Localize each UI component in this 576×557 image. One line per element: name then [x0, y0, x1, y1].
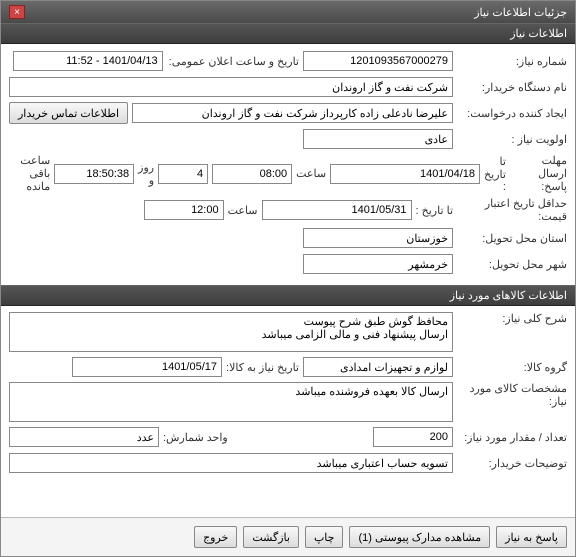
window-title: جزئیات اطلاعات نیاز — [474, 6, 567, 19]
creator-field[interactable] — [132, 103, 453, 123]
buyer-contact-button[interactable]: اطلاعات تماس خریدار — [9, 102, 128, 124]
desc-label: شرح کلی نیاز: — [457, 312, 567, 325]
city-field[interactable] — [303, 254, 453, 274]
spec-label: مشخصات کالای مورد نیاز: — [457, 382, 567, 408]
buyer-field[interactable] — [9, 77, 453, 97]
section-goods-info: اطلاعات کالاهای مورد نیاز — [1, 285, 575, 306]
need-form: شماره نیاز: تاریخ و ساعت اعلان عمومی: نا… — [1, 44, 575, 285]
deadline-to-label: تا تاریخ : — [484, 155, 506, 193]
details-window: جزئیات اطلاعات نیاز × اطلاعات نیاز شماره… — [0, 0, 576, 557]
need-number-field[interactable] — [303, 51, 453, 71]
titlebar: جزئیات اطلاعات نیاز × — [1, 1, 575, 23]
reply-button[interactable]: پاسخ به نیاز — [496, 526, 567, 548]
announce-label: تاریخ و ساعت اعلان عمومی: — [167, 55, 299, 68]
unit-field[interactable] — [9, 427, 159, 447]
section-need-info: اطلاعات نیاز — [1, 23, 575, 44]
days-remaining-field — [158, 164, 208, 184]
footer-toolbar: پاسخ به نیاز مشاهده مدارک پیوستی (1) چاپ… — [1, 517, 575, 556]
qty-field[interactable] — [373, 427, 453, 447]
group-label: گروه کالا: — [457, 361, 567, 374]
deadline-label: مهلت ارسال پاسخ: — [510, 154, 567, 193]
deadline-time-field[interactable] — [212, 164, 292, 184]
group-field[interactable] — [303, 357, 453, 377]
priority-field[interactable] — [303, 129, 453, 149]
buyer-label: نام دستگاه خریدار: — [457, 81, 567, 94]
days-and-label: روز و — [138, 161, 154, 187]
qty-label: تعداد / مقدار مورد نیاز: — [457, 431, 567, 444]
deadline-date-field[interactable] — [330, 164, 480, 184]
back-button[interactable]: بازگشت — [243, 526, 299, 548]
validity-label: حداقل تاریخ اعتبار قیمت: — [457, 197, 567, 223]
exit-button[interactable]: خروج — [194, 526, 237, 548]
print-button[interactable]: چاپ — [305, 526, 344, 548]
unit-label: واحد شمارش: — [163, 431, 228, 444]
desc-field[interactable] — [9, 312, 453, 352]
need-date-field[interactable] — [72, 357, 222, 377]
buyer-note-label: توضیحات خریدار: — [457, 457, 567, 470]
need-date-label: تاریخ نیاز به کالا: — [226, 361, 299, 374]
countdown-field — [54, 164, 134, 184]
goods-form: شرح کلی نیاز: گروه کالا: تاریخ نیاز به ک… — [1, 306, 575, 484]
close-icon[interactable]: × — [9, 5, 25, 19]
province-field[interactable] — [303, 228, 453, 248]
attachments-button[interactable]: مشاهده مدارک پیوستی (1) — [349, 526, 490, 548]
validity-time-field[interactable] — [144, 200, 224, 220]
buyer-note-field[interactable] — [9, 453, 453, 473]
creator-label: ایجاد کننده درخواست: — [457, 107, 567, 120]
priority-label: اولویت نیاز : — [457, 133, 567, 146]
validity-to-label: تا تاریخ : — [416, 204, 453, 217]
validity-time-label: ساعت — [228, 204, 258, 217]
announce-field[interactable] — [13, 51, 163, 71]
remaining-label: ساعت باقی مانده — [9, 154, 50, 193]
need-number-label: شماره نیاز: — [457, 55, 567, 68]
city-label: شهر محل تحویل: — [457, 258, 567, 271]
validity-date-field[interactable] — [262, 200, 412, 220]
province-label: استان محل تحویل: — [457, 232, 567, 245]
deadline-time-label: ساعت — [296, 167, 326, 180]
spec-field[interactable] — [9, 382, 453, 422]
